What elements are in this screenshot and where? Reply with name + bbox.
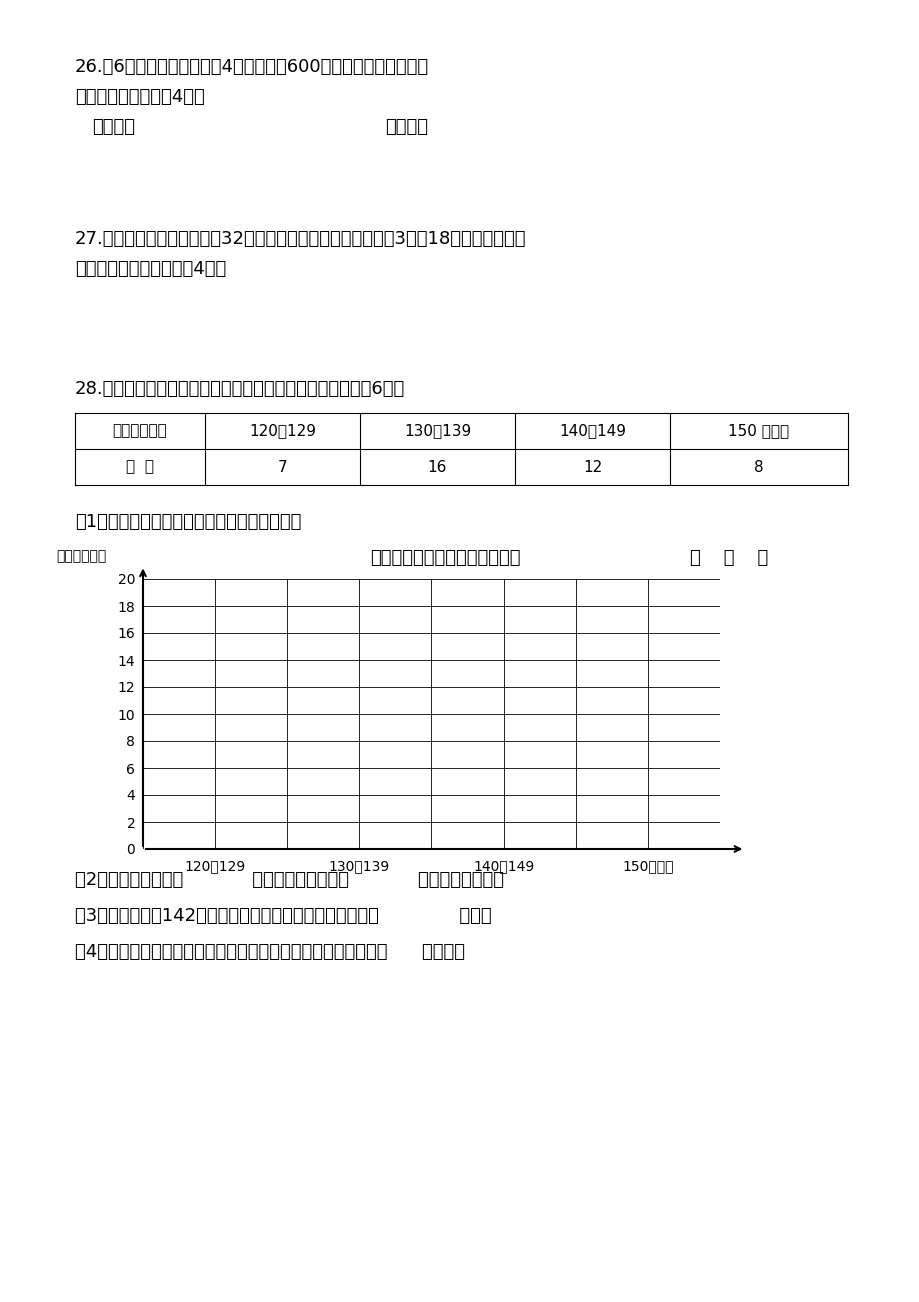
Text: （用不同的方法解答4分）: （用不同的方法解答4分） (75, 89, 205, 105)
Text: 解法一：: 解法一： (92, 118, 135, 135)
Text: 8: 8 (754, 460, 763, 474)
Text: 140～149: 140～149 (559, 423, 625, 439)
Text: 150 及以上: 150 及以上 (728, 423, 789, 439)
Text: 27.同学们栽树，三年级栽了32棵，六年级栽的棵数比三年级的3倍少18棵。三年级比六: 27.同学们栽树，三年级栽了32棵，六年级栽的棵数比三年级的3倍少18棵。三年级… (75, 230, 526, 247)
Text: 130～139: 130～139 (403, 423, 471, 439)
Text: （单位：人）: （单位：人） (56, 549, 107, 562)
Text: 人  数: 人 数 (126, 460, 153, 474)
Text: （1）根据表中数据，完成下面的条形统计图。: （1）根据表中数据，完成下面的条形统计图。 (75, 513, 301, 531)
Text: 年    月    日: 年 月 日 (689, 549, 767, 566)
Text: （2）这个班身高在（            ）厘米人数最多，（            ）厘米人数最少。: （2）这个班身高在（ ）厘米人数最多，（ ）厘米人数最少。 (75, 871, 504, 889)
Text: 28.丽丽整理了四年级一班同学的身高数据，结果如下表。（6分）: 28.丽丽整理了四年级一班同学的身高数据，结果如下表。（6分） (75, 380, 404, 398)
Text: （4）冬冬身高正好等于全班同学的平均身高，他的身高大约有（      ）厘米。: （4）冬冬身高正好等于全班同学的平均身高，他的身高大约有（ ）厘米。 (75, 943, 464, 961)
Text: 四年级一班同学身高情况统计图: 四年级一班同学身高情况统计图 (369, 549, 520, 566)
Text: 年级少栽了多少棵树？（4分）: 年级少栽了多少棵树？（4分） (75, 260, 226, 279)
Text: 120～129: 120～129 (249, 423, 315, 439)
Text: 26.每6个羽毛球装一袋，每4袋装一盒。600个羽毛球要装多少盒？: 26.每6个羽毛球装一袋，每4袋装一盒。600个羽毛球要装多少盒？ (75, 59, 428, 76)
Text: 7: 7 (278, 460, 287, 474)
Text: 16: 16 (427, 460, 447, 474)
Text: 身高（厘米）: 身高（厘米） (112, 423, 167, 439)
Text: 解法二：: 解法二： (384, 118, 427, 135)
Text: （3）丽丽身高是142厘米，按由高到矮的顺序，大约排第（              ）名。: （3）丽丽身高是142厘米，按由高到矮的顺序，大约排第（ ）名。 (75, 907, 491, 924)
Text: 12: 12 (583, 460, 601, 474)
